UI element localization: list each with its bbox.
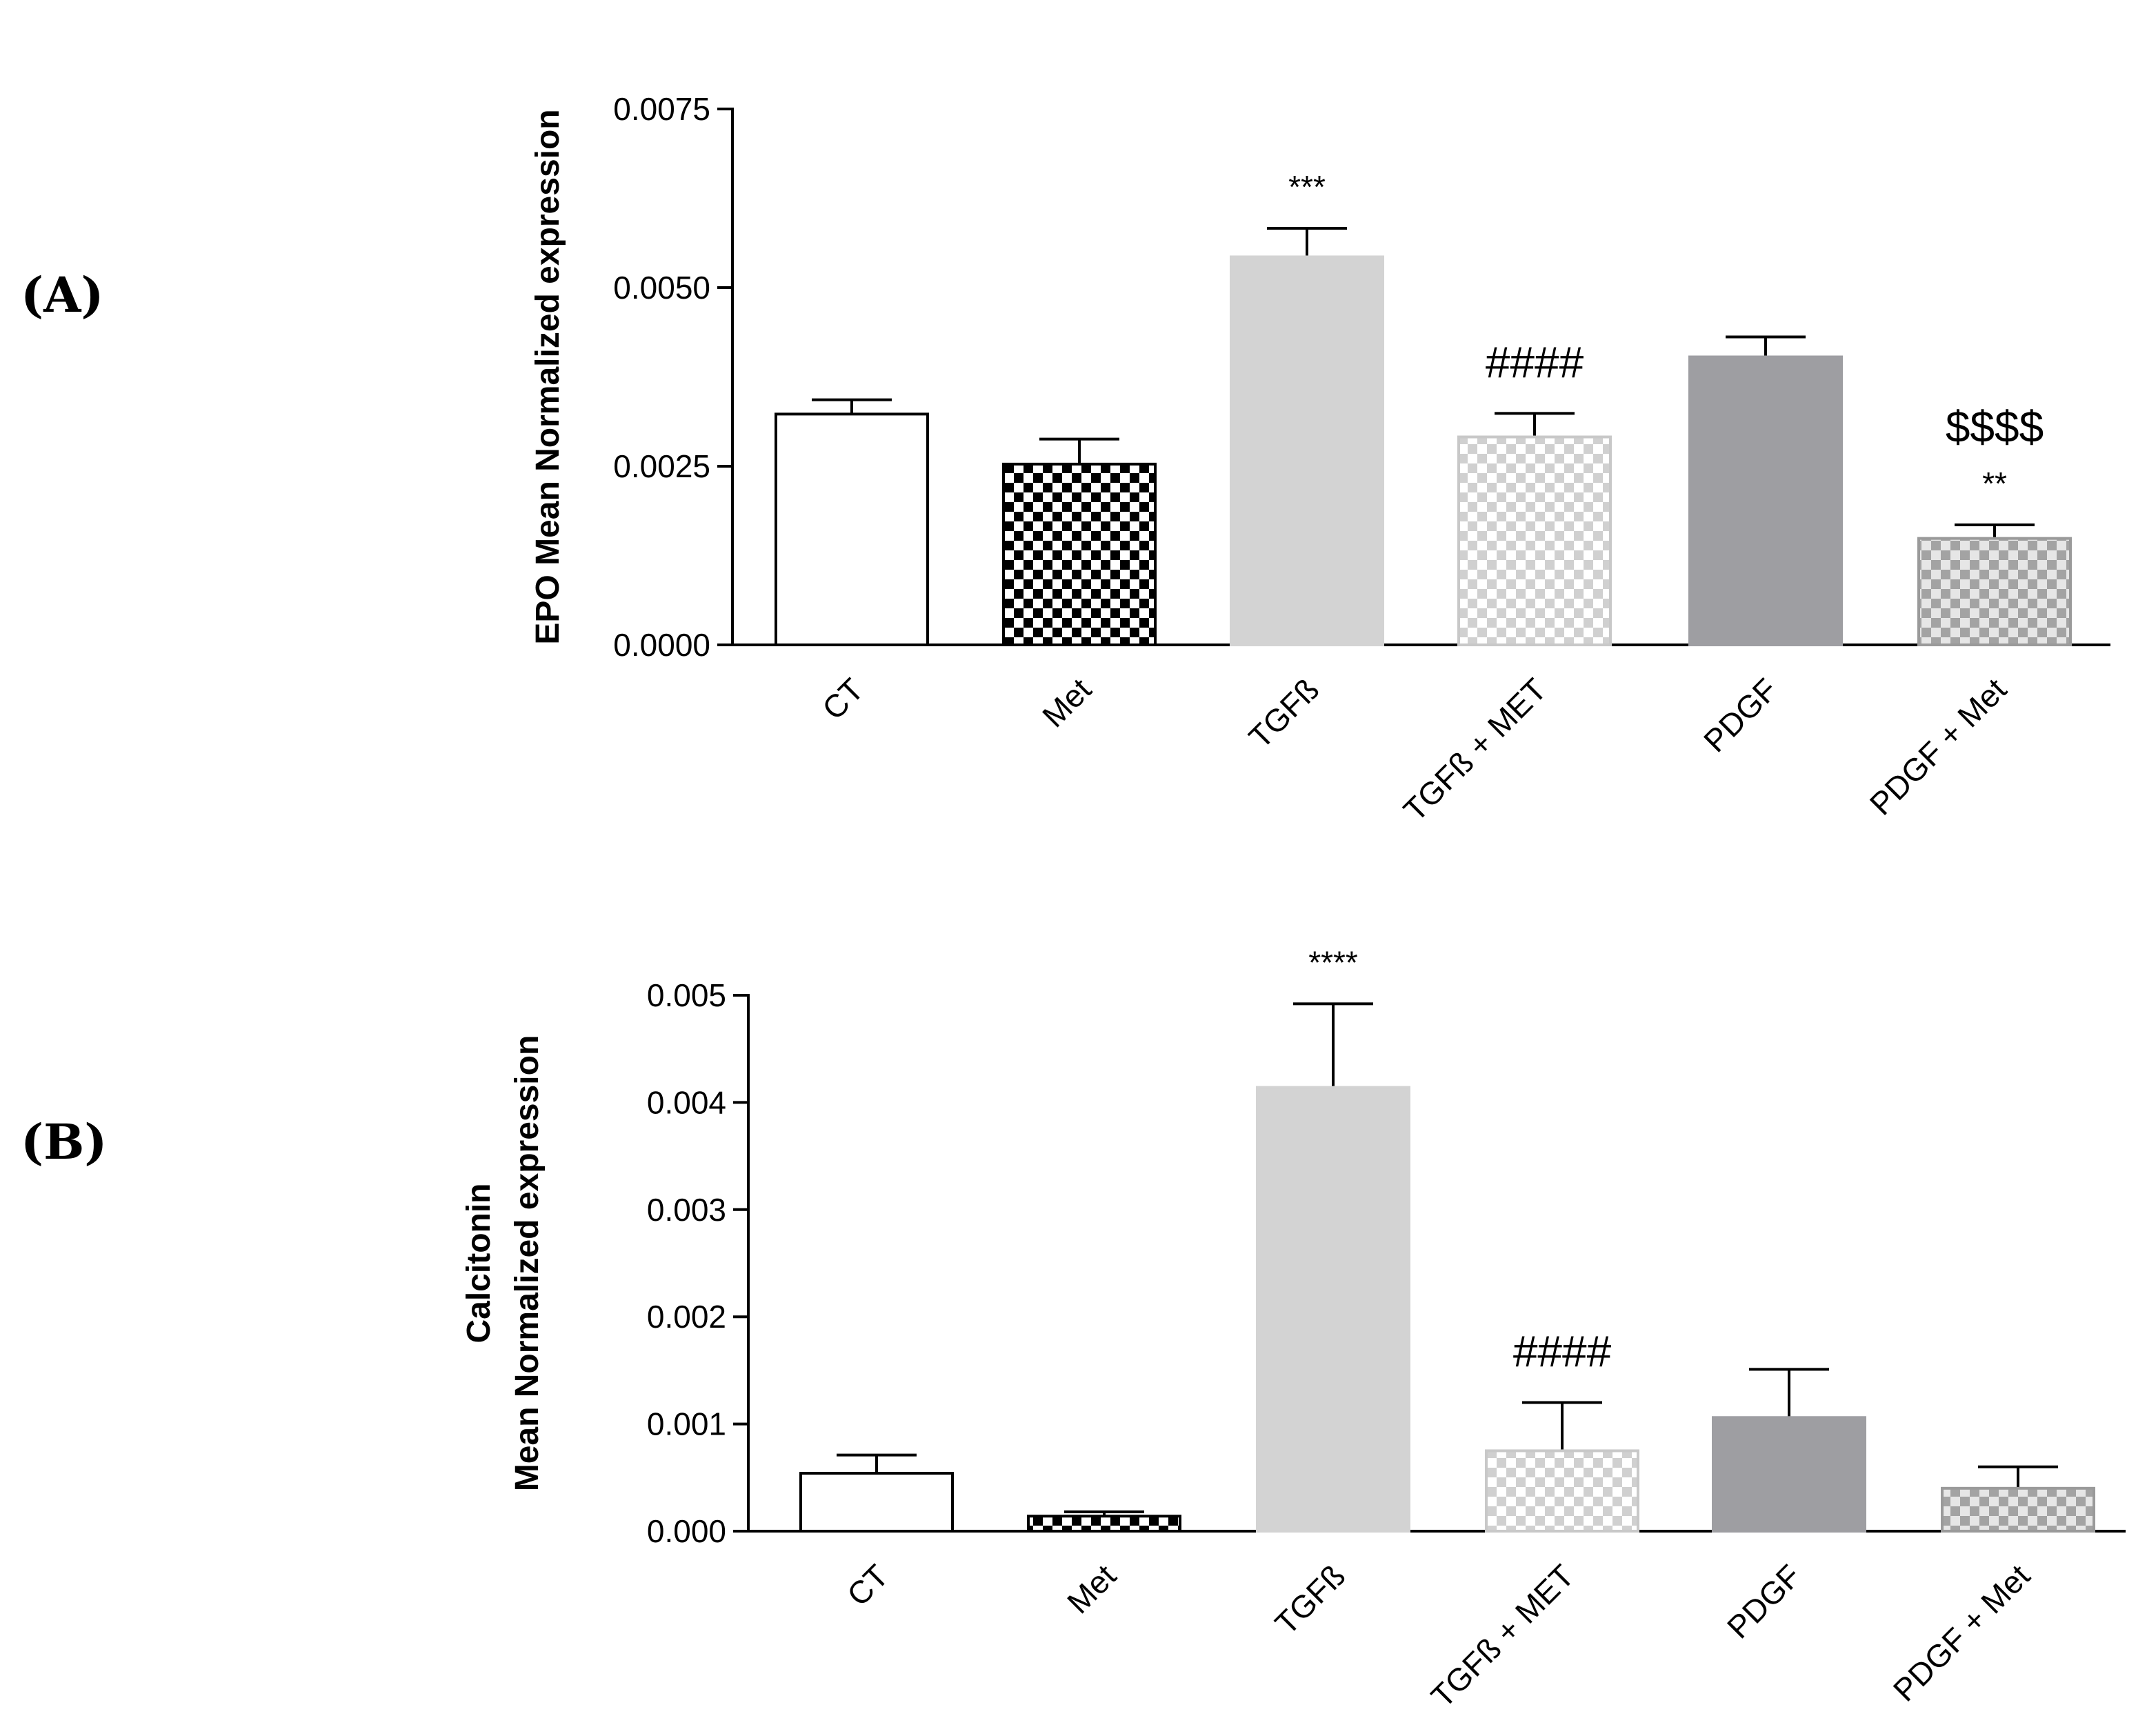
bar-met bbox=[1027, 1515, 1181, 1533]
bar-met bbox=[1002, 462, 1157, 647]
y-tick-label: 0.002 bbox=[647, 1299, 726, 1335]
y-tick-label: 0.0050 bbox=[613, 270, 710, 306]
significance-marker: #### bbox=[1513, 1327, 1612, 1377]
y-tick-label: 0.004 bbox=[647, 1084, 726, 1120]
chart-calcitonin: 0.000 0.001 0.002 0.003 0.004 0.005 Calcitonin… bbox=[461, 944, 2126, 1715]
category-label-pdgf-plus-met: PDGF + Met bbox=[1886, 1557, 2037, 1708]
bar-ct bbox=[799, 1472, 954, 1533]
category-label-pdgf: PDGF bbox=[1697, 671, 1784, 759]
significance-stars: ** bbox=[1982, 466, 2007, 501]
y-tick-label: 0.005 bbox=[647, 977, 726, 1013]
y-axis-label: Mean Normalized expression bbox=[509, 1035, 546, 1492]
bar-tgfb-plus-met bbox=[1485, 1449, 1639, 1533]
category-label-pdgf-plus-met: PDGF + Met bbox=[1863, 671, 2014, 822]
bar-pdgf bbox=[1688, 355, 1843, 646]
category-label-pdgf: PDGF bbox=[1720, 1557, 1808, 1645]
category-label-tgfb-plus-met: TGFß + MET bbox=[1424, 1557, 1581, 1714]
y-axis-label: Calcitonin bbox=[461, 1183, 497, 1343]
significance-stars: **** bbox=[1308, 944, 1358, 980]
bar-tgfb bbox=[1256, 1086, 1410, 1533]
significance-marker: $$$$ bbox=[1946, 402, 2044, 452]
significance-marker: #### bbox=[1486, 337, 1584, 387]
bar-pdgf-plus-met bbox=[1917, 537, 2072, 646]
y-tick-label: 0.000 bbox=[647, 1513, 726, 1549]
significance-stars: *** bbox=[1288, 169, 1326, 205]
bar-pdgf bbox=[1712, 1416, 1866, 1533]
y-tick-label: 0.0025 bbox=[613, 448, 710, 484]
bar-pdgf-plus-met bbox=[1941, 1486, 2095, 1533]
y-tick-label: 0.001 bbox=[647, 1406, 726, 1442]
y-tick-label: 0.0000 bbox=[613, 627, 710, 663]
category-label-tgfb: TGFß bbox=[1268, 1557, 1352, 1642]
category-label-ct: CT bbox=[840, 1557, 895, 1613]
chart-epo: 0.0000 0.0025 0.0050 0.0075 EPO Mean Normali… bbox=[530, 91, 2110, 828]
category-label-met: Met bbox=[1060, 1557, 1123, 1620]
category-label-met: Met bbox=[1035, 671, 1098, 734]
y-tick-label: 0.003 bbox=[647, 1192, 726, 1228]
y-tick-label: 0.0075 bbox=[613, 91, 710, 127]
panel-label-b: (B) bbox=[21, 1113, 107, 1170]
y-axis-label: EPO Mean Normalized expression bbox=[530, 109, 566, 644]
category-label-tgfb-plus-met: TGFß + MET bbox=[1397, 671, 1553, 828]
category-label-ct: CT bbox=[815, 671, 870, 726]
category-label-tgfb: TGFß bbox=[1241, 671, 1326, 755]
panel-label-a: (A) bbox=[21, 266, 104, 323]
bar-ct bbox=[775, 412, 929, 646]
bar-tgfb-plus-met bbox=[1457, 435, 1612, 646]
bar-tgfb bbox=[1230, 255, 1384, 646]
